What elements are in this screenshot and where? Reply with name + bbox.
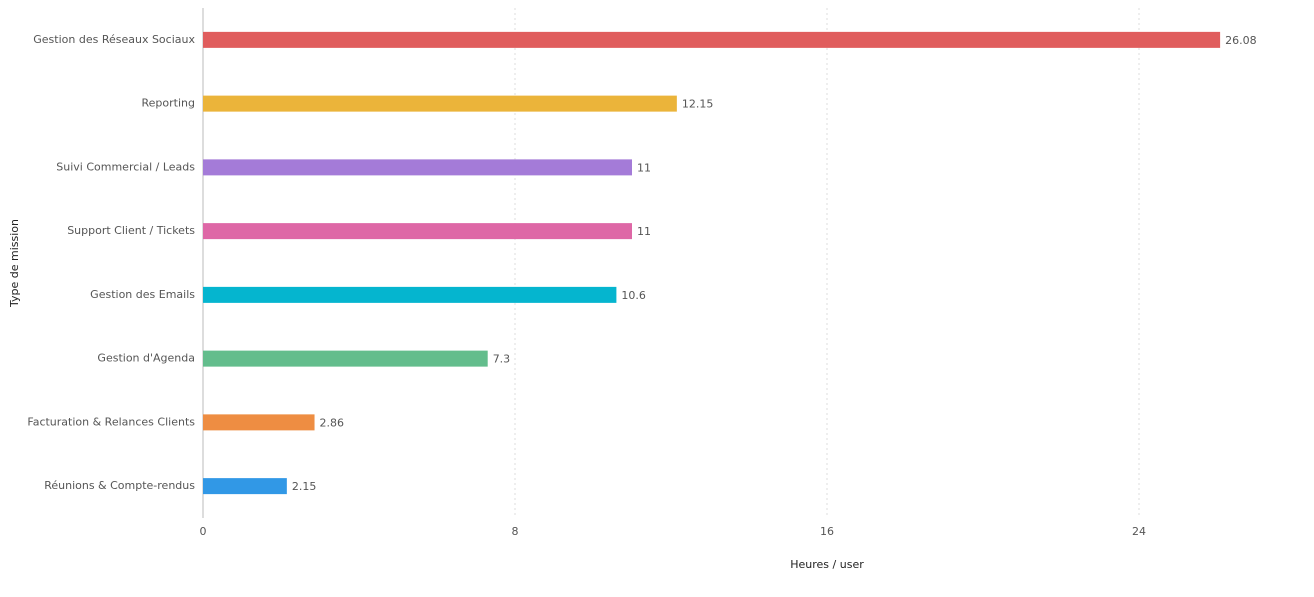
x-tick-label: 8 [512,525,519,538]
y-axis-title: Type de mission [8,219,21,308]
y-tick-label: Réunions & Compte-rendus [44,479,195,492]
bar [203,31,1221,48]
y-tick-label: Suivi Commercial / Leads [56,160,195,173]
bar [203,95,677,112]
x-tick-label: 24 [1132,525,1146,538]
data-label: 26.08 [1225,34,1257,47]
x-tick-label: 0 [200,525,207,538]
y-tick-label: Gestion d'Agenda [97,352,195,365]
bar [203,159,632,176]
data-label: 2.15 [292,480,317,493]
bar [203,286,617,303]
x-tick-label: 16 [820,525,834,538]
y-tick-label: Gestion des Réseaux Sociaux [33,33,195,46]
data-label: 7.3 [493,353,511,366]
x-axis-title: Heures / user [790,558,864,571]
data-label: 10.6 [621,289,646,302]
bar [203,223,632,240]
bar [203,478,287,495]
y-tick-label: Facturation & Relances Clients [27,415,195,428]
bar [203,350,488,367]
bar [203,414,315,431]
data-label: 11 [637,161,651,174]
y-tick-label: Support Client / Tickets [67,224,195,237]
data-label: 11 [637,225,651,238]
data-label: 12.15 [682,98,714,111]
y-tick-label: Gestion des Emails [90,288,195,301]
data-label: 2.86 [320,416,345,429]
y-tick-label: Reporting [142,97,195,110]
